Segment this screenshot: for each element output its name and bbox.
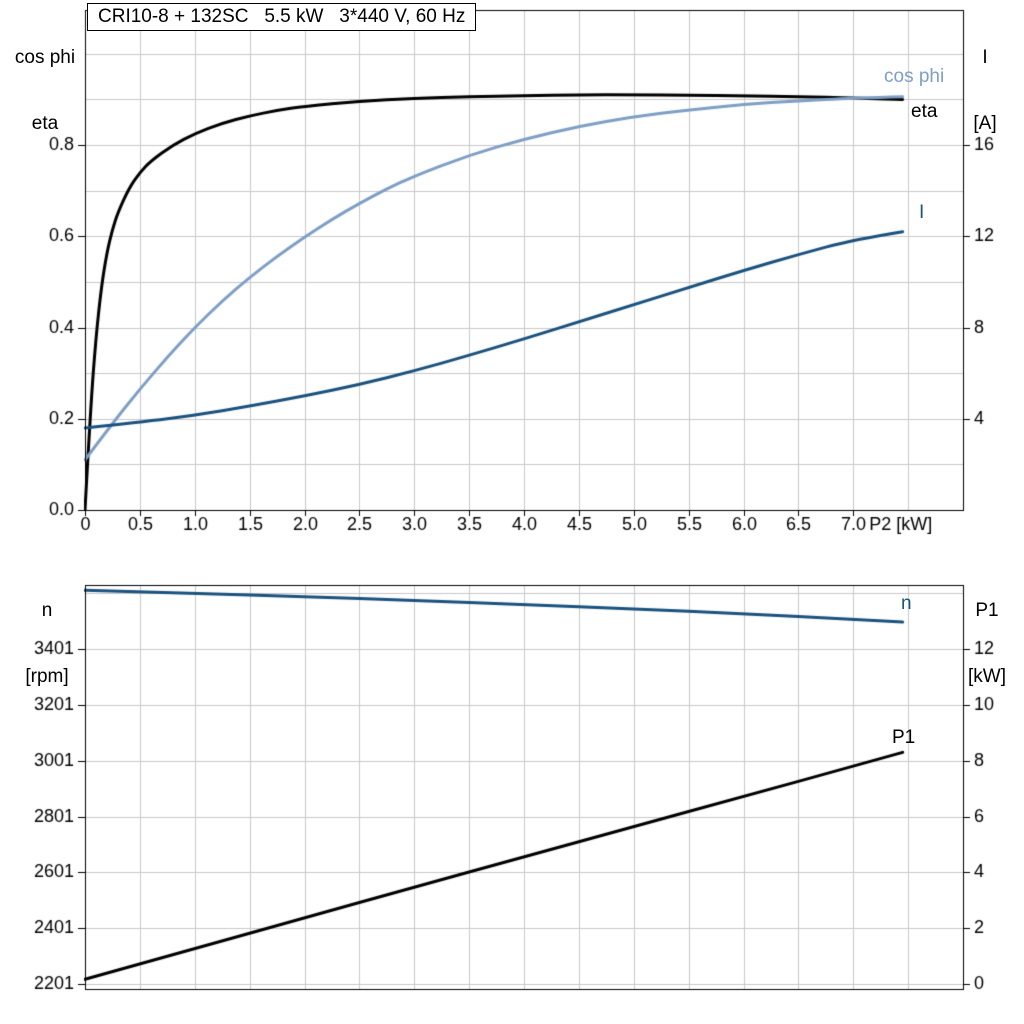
bottom-right-axis-label-line2: [kW]: [968, 666, 1006, 687]
top-right-axis-label-line2: [A]: [973, 113, 997, 134]
bottom-left-axis-label-line2: [rpm]: [25, 666, 69, 687]
p1-curve-label: P1: [892, 727, 916, 748]
top-right-axis-label-line1: I: [982, 47, 988, 68]
bottom-right-axis-label: P1 [kW]: [962, 556, 1012, 732]
bottom-right-axis-label-line1: P1: [975, 600, 999, 621]
eta-curve-label: eta: [911, 101, 938, 122]
cos-phi-curve-label: cos phi: [884, 66, 945, 87]
top-left-axis-label-line1: cos phi: [14, 47, 76, 68]
speed-curve-label: n: [901, 593, 912, 614]
bottom-left-axis-label-line1: n: [41, 600, 53, 621]
top-right-axis-label: I [A]: [962, 3, 1008, 179]
chart-title: CRI10-8 + 132SC 5.5 kW 3*440 V, 60 Hz: [87, 3, 477, 31]
current-curve-label: I: [919, 202, 925, 223]
top-left-axis-label-line2: eta: [31, 113, 59, 134]
bottom-left-axis-label: n [rpm]: [0, 556, 94, 732]
top-left-axis-label: cos phi eta: [0, 3, 90, 179]
